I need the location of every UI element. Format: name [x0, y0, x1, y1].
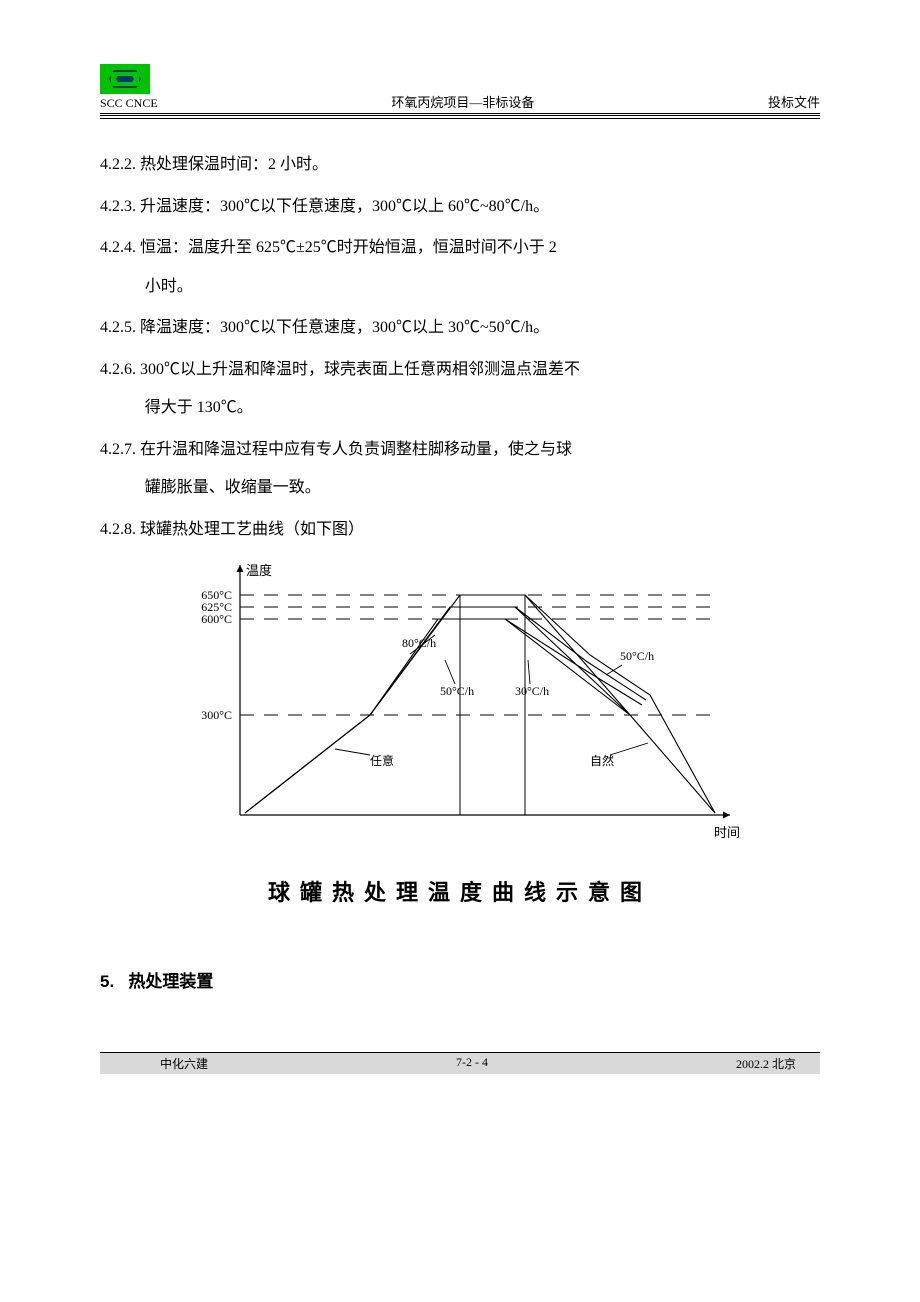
body-text: 4.2.2. 热处理保温时间：2 小时。 4.2.3. 升温速度：300℃以下任意… — [100, 146, 820, 549]
heat-treatment-chart: 温度时间650°C625°C600°C300°C80°C/h50°C/h30°C… — [100, 555, 820, 845]
company-logo-icon — [100, 64, 150, 94]
logo-block: SCC CNCE — [100, 64, 158, 111]
spec-item-continuation: 得大于 130℃。 — [145, 389, 820, 427]
svg-text:任意: 任意 — [370, 753, 394, 768]
spec-item: 4.2.7. 在升温和降温过程中应有专人负责调整柱脚移动量，使之与球罐膨胀量、收… — [100, 431, 820, 508]
page-header: SCC CNCE 环氧丙烷项目—非标设备 投标文件 — [100, 60, 820, 116]
section-title: 热处理装置 — [128, 972, 213, 991]
svg-text:600°C: 600°C — [201, 612, 232, 626]
spec-item: 4.2.4. 恒温：温度升至 625℃±25℃时开始恒温，恒温时间不小于 2小时… — [100, 229, 820, 306]
spec-item: 4.2.6. 300℃以上升温和降温时，球壳表面上任意两相邻测温点温差不得大于 … — [100, 351, 820, 428]
svg-text:300°C: 300°C — [201, 708, 232, 722]
org-code: SCC CNCE — [100, 96, 158, 111]
svg-text:温度: 温度 — [246, 563, 272, 578]
page-footer-wrap: 中化六建 7-2 - 4 2002.2 北京 — [0, 1052, 920, 1134]
spec-item: 4.2.3. 升温速度：300℃以下任意速度，300℃以上 60℃~80℃/h。 — [100, 188, 820, 226]
header-center: 环氧丙烷项目—非标设备 — [391, 92, 534, 111]
svg-text:时间: 时间 — [714, 825, 740, 840]
header-right: 投标文件 — [768, 92, 820, 111]
svg-text:50°C/h: 50°C/h — [440, 684, 474, 698]
spec-item-continuation: 罐膨胀量、收缩量一致。 — [145, 469, 820, 507]
chart-caption: 球罐热处理温度曲线示意图 — [100, 875, 820, 907]
svg-text:50°C/h: 50°C/h — [620, 649, 654, 663]
section-5-heading: 5. 热处理装置 — [100, 967, 820, 992]
footer-right: 2002.2 北京 — [736, 1055, 796, 1072]
footer-left: 中化六建 — [160, 1055, 208, 1072]
svg-text:自然: 自然 — [590, 753, 614, 768]
spec-item: 4.2.5. 降温速度：300℃以下任意速度，300℃以上 30℃~50℃/h。 — [100, 309, 820, 347]
footer-center: 7-2 - 4 — [456, 1055, 488, 1072]
section-num: 5. — [100, 972, 114, 991]
svg-text:30°C/h: 30°C/h — [515, 684, 549, 698]
page-footer: 中化六建 7-2 - 4 2002.2 北京 — [100, 1052, 820, 1074]
spec-item: 4.2.2. 热处理保温时间：2 小时。 — [100, 146, 820, 184]
spec-item: 4.2.8. 球罐热处理工艺曲线（如下图） — [100, 511, 820, 549]
chart-svg: 温度时间650°C625°C600°C300°C80°C/h50°C/h30°C… — [160, 555, 760, 845]
spec-item-continuation: 小时。 — [145, 268, 820, 306]
svg-text:80°C/h: 80°C/h — [402, 636, 436, 650]
